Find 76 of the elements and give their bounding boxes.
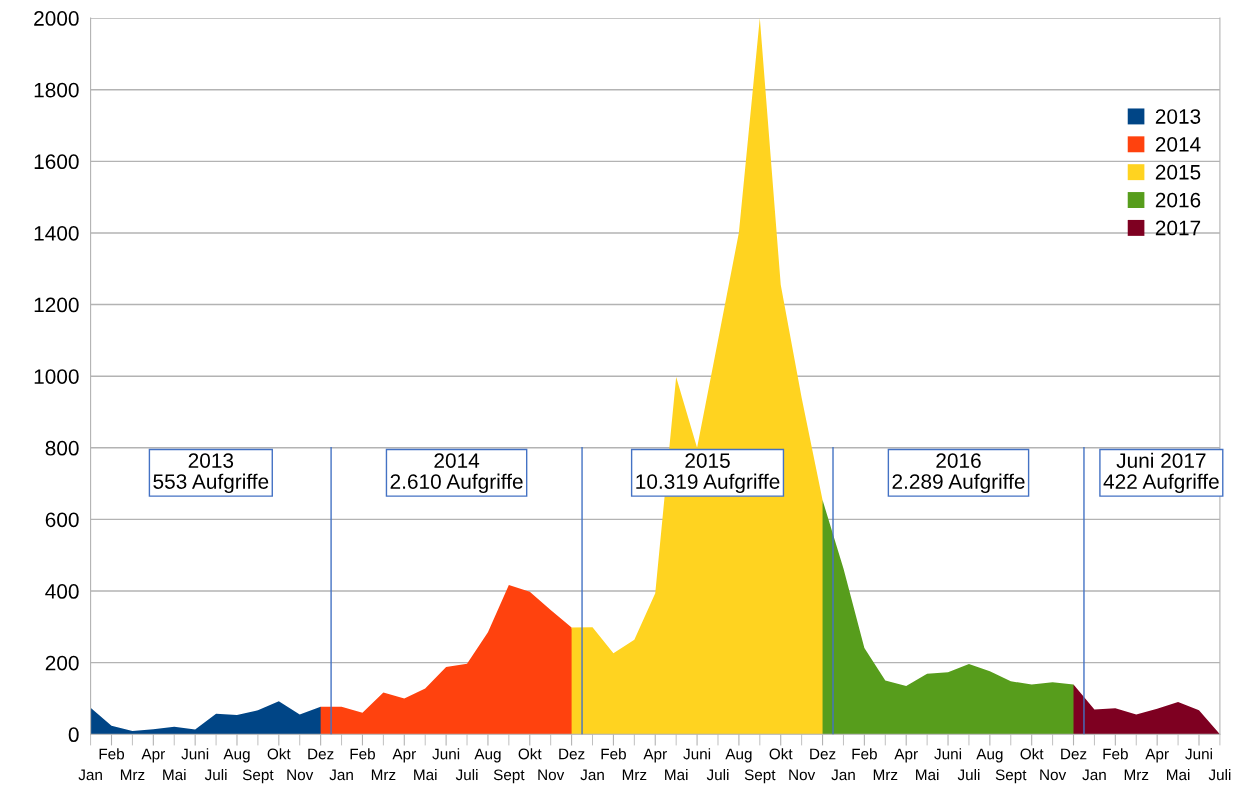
annotation: 2016 2.289 Aufgriffe — [892, 453, 1025, 494]
x-tick-label: Dez — [559, 748, 585, 760]
x-tick-label: Feb — [601, 748, 626, 760]
x-tick-label: Feb — [852, 748, 877, 760]
legend-label: 2013 — [1155, 109, 1201, 124]
x-tick-label: Aug — [223, 748, 250, 763]
legend-label: 2017 — [1155, 220, 1201, 236]
annotation: Juni 2017 422 Aufgriffe — [1103, 452, 1219, 494]
annotation: 2013 553 Aufgriffe — [153, 453, 269, 494]
x-tick-label: Juli — [706, 768, 729, 781]
y-tick-label: 200 — [45, 655, 79, 671]
x-tick-label: Juli — [455, 768, 478, 781]
x-tick-label: Mrz — [371, 769, 396, 781]
x-tick-label: Mrz — [1124, 769, 1149, 781]
legend-label: 2015 — [1155, 164, 1201, 180]
x-tick-label: Apr — [894, 748, 918, 763]
x-tick-label: Juni — [181, 748, 209, 760]
y-tick-label: 1400 — [34, 225, 79, 241]
x-tick-label: Dez — [1061, 748, 1087, 760]
x-tick-label: Nov — [1040, 769, 1067, 781]
legend-label: 2014 — [1155, 136, 1201, 152]
x-tick-label: Jan — [1082, 769, 1106, 781]
x-tick-label: Mrz — [622, 769, 647, 781]
x-tick-label: Feb — [350, 748, 375, 760]
x-tick-label: Aug — [976, 748, 1003, 763]
y-tick-label: 1200 — [34, 297, 79, 313]
x-tick-label: Okt — [518, 748, 542, 760]
x-tick-label: Okt — [267, 748, 291, 760]
y-tick-label: 800 — [45, 440, 79, 456]
x-tick-label: Nov — [538, 769, 565, 781]
annotation: 2014 2.610 Aufgriffe — [390, 453, 523, 494]
x-tick-label: Nov — [287, 769, 314, 781]
x-tick-label: Dez — [810, 748, 836, 760]
x-tick-label: Nov — [789, 769, 816, 781]
legend-label: 2016 — [1155, 192, 1201, 208]
y-tick-label: 2000 — [34, 11, 79, 26]
x-tick-label: Apr — [141, 748, 165, 763]
x-tick-label: Aug — [474, 748, 501, 763]
x-tick-label: Apr — [1145, 748, 1169, 763]
x-tick-label: Juni — [683, 748, 711, 760]
x-tick-label: Mai — [665, 768, 688, 781]
x-tick-label: Juni — [432, 748, 460, 760]
x-tick-label: Juli — [1208, 768, 1231, 781]
x-tick-label: Jan — [580, 769, 604, 781]
x-tick-label: Okt — [1020, 748, 1044, 760]
x-tick-label: Apr — [392, 748, 416, 763]
x-tick-label: Feb — [1103, 748, 1128, 760]
x-tick-label: Mai — [163, 768, 186, 781]
x-tick-label: Juni — [1185, 748, 1212, 760]
x-tick-label: Okt — [769, 748, 793, 760]
x-tick-label: Mai — [1167, 768, 1190, 781]
x-tick-label: Juni — [934, 748, 962, 760]
y-tick-label: 1000 — [34, 369, 79, 384]
x-tick-label: Jan — [329, 769, 353, 781]
x-tick-label: Mai — [916, 768, 939, 781]
x-tick-label: Dez — [308, 748, 334, 760]
annotation: 2015 10.319 Aufgriffe — [636, 453, 780, 494]
x-tick-label: Mrz — [873, 769, 898, 781]
y-tick-label: 0 — [68, 727, 79, 743]
y-tick-label: 1800 — [34, 82, 79, 98]
y-tick-label: 400 — [45, 584, 79, 599]
y-tick-label: 600 — [45, 512, 79, 528]
x-tick-label: Mrz — [120, 769, 145, 781]
x-tick-label: Mai — [414, 768, 437, 781]
x-tick-label: Sept — [995, 769, 1027, 784]
y-tick-label: 1600 — [34, 154, 79, 170]
x-tick-label: Sept — [744, 769, 776, 784]
x-tick-label: Jan — [831, 769, 855, 781]
x-tick-label: Sept — [493, 769, 525, 784]
x-tick-label: Jan — [78, 769, 102, 781]
x-tick-label: Sept — [242, 769, 274, 784]
x-tick-label: Aug — [725, 748, 752, 763]
x-tick-label: Juli — [957, 768, 980, 781]
x-tick-label: Feb — [99, 748, 125, 760]
x-tick-label: Apr — [643, 748, 667, 763]
x-tick-label: Juli — [204, 768, 227, 781]
